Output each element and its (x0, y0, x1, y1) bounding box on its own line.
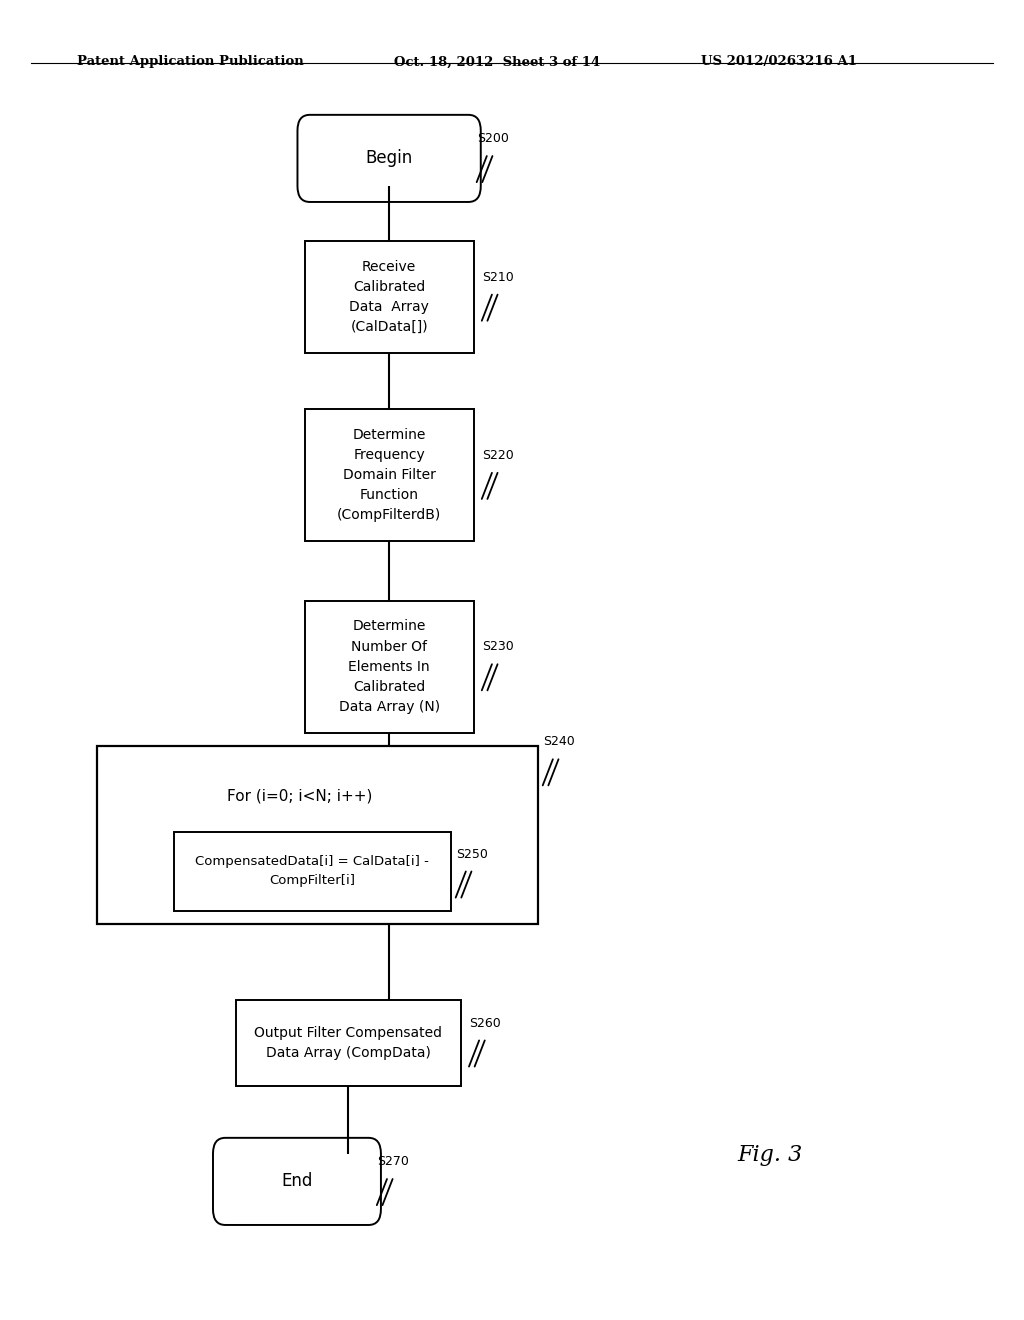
FancyBboxPatch shape (213, 1138, 381, 1225)
Text: End: End (282, 1172, 312, 1191)
Bar (97, 746, 538, 924)
Bar (305, 409, 473, 541)
Text: Begin: Begin (366, 149, 413, 168)
Text: CompensatedData[i] = CalData[i] -
CompFilter[i]: CompensatedData[i] = CalData[i] - CompFi… (196, 855, 429, 887)
Text: S230: S230 (482, 640, 514, 653)
Text: Patent Application Publication: Patent Application Publication (77, 55, 303, 69)
Bar (305, 240, 473, 352)
FancyBboxPatch shape (297, 115, 481, 202)
Text: Fig. 3: Fig. 3 (737, 1144, 803, 1166)
Bar (236, 1001, 461, 1085)
Text: Determine
Number Of
Elements In
Calibrated
Data Array (N): Determine Number Of Elements In Calibrat… (339, 619, 439, 714)
Bar (305, 601, 473, 733)
Text: S220: S220 (482, 449, 514, 462)
Text: Oct. 18, 2012  Sheet 3 of 14: Oct. 18, 2012 Sheet 3 of 14 (394, 55, 600, 69)
Text: S260: S260 (469, 1016, 501, 1030)
Text: S250: S250 (456, 847, 487, 861)
Text: For (i=0; i<N; i++): For (i=0; i<N; i++) (227, 788, 373, 804)
Text: S210: S210 (482, 271, 514, 284)
Text: US 2012/0263216 A1: US 2012/0263216 A1 (701, 55, 857, 69)
Text: Receive
Calibrated
Data  Array
(CalData[]): Receive Calibrated Data Array (CalData[]… (349, 260, 429, 334)
Text: S270: S270 (377, 1155, 409, 1168)
Bar (174, 832, 451, 911)
Text: Output Filter Compensated
Data Array (CompData): Output Filter Compensated Data Array (Co… (254, 1026, 442, 1060)
Text: S200: S200 (477, 132, 509, 145)
Text: Determine
Frequency
Domain Filter
Function
(CompFilterdB): Determine Frequency Domain Filter Functi… (337, 428, 441, 523)
Text: S240: S240 (543, 735, 574, 748)
